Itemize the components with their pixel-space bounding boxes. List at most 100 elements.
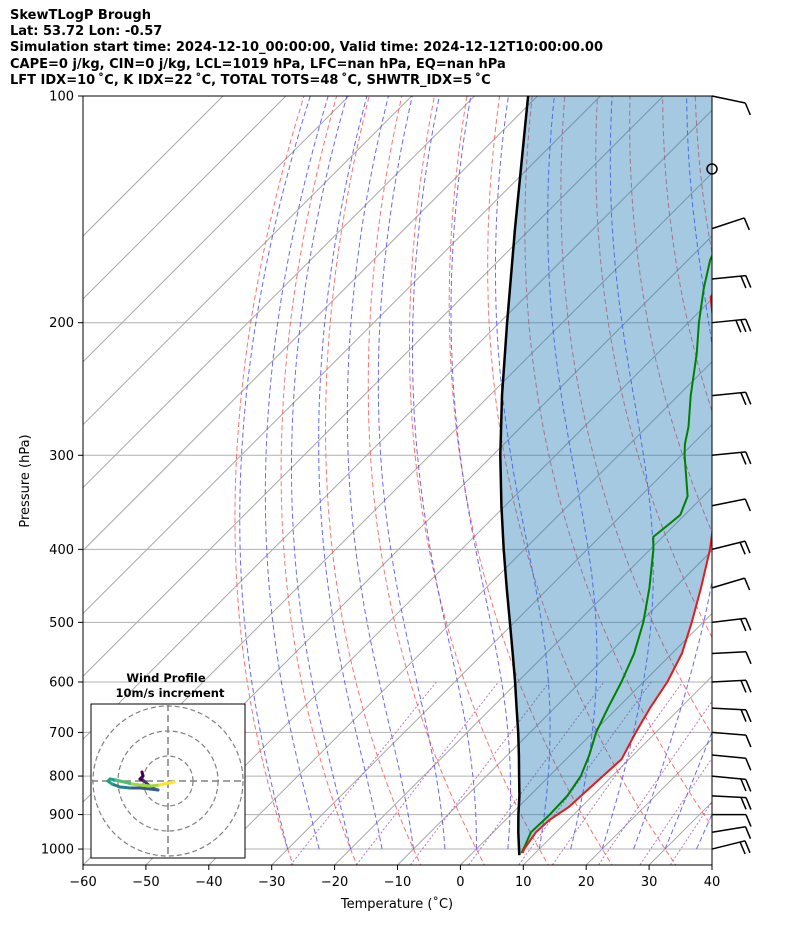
isotherm-line: [208, 361, 712, 865]
y-axis-label: Pressure (hPa): [18, 434, 33, 527]
mixing-ratio-line: [669, 800, 712, 865]
wind-barb: [711, 754, 746, 760]
hodograph-inset: Wind Profile 10m/s increment: [90, 671, 246, 859]
hodograph-plot: [91, 704, 245, 858]
temperature-line: [521, 293, 712, 854]
moist-adiabat: [291, 96, 352, 850]
wind-barb: [711, 795, 747, 799]
dry-adiabat: [280, 96, 358, 865]
wind-barb-feather: [740, 275, 747, 289]
moist-adiabat: [664, 730, 712, 850]
y-tick-label: 700: [49, 726, 74, 741]
isotherm-line: [83, 96, 350, 363]
wind-barb-feather: [745, 651, 752, 665]
wind-barb-feather: [739, 542, 746, 555]
y-tick-label: 500: [49, 616, 74, 631]
isotherm-line: [83, 96, 224, 237]
dry-adiabat: [448, 96, 613, 865]
dry-adiabat: [727, 79, 794, 868]
moist-adiabat: [318, 96, 383, 850]
wind-barb-feather: [740, 452, 747, 465]
wind-barb: [711, 775, 746, 781]
isotherm-line: [83, 96, 602, 615]
hodograph-segment: [138, 783, 152, 788]
dry-adiabat: [487, 96, 677, 865]
wind-barb-feather: [740, 680, 747, 693]
wind-barb-feather: [745, 618, 752, 631]
x-tick-label: 20: [578, 875, 595, 890]
mixing-ratio-line: [518, 681, 652, 865]
moist-adiabat: [450, 96, 511, 850]
wind-barb-feather: [745, 451, 752, 465]
moist-adiabat: [728, 96, 794, 849]
wind-barb-feather: [745, 275, 752, 288]
isotherm-line: [83, 96, 287, 300]
wind-barb-feather: [744, 102, 751, 116]
wind-barb-feather: [745, 709, 752, 723]
moist-adiabat: [239, 96, 311, 850]
wind-barb: [711, 577, 745, 589]
fill-layer: [500, 96, 712, 856]
isotherm-line: [333, 486, 712, 865]
wind-barb: [711, 318, 746, 324]
isotherm-line: [83, 109, 712, 740]
wind-barb: [711, 451, 746, 457]
isotherm-line: [83, 96, 476, 489]
y-tick-label: 900: [49, 808, 74, 823]
wind-barb-feather: [745, 734, 752, 748]
isotherm-line: [83, 96, 413, 426]
wind-barb: [711, 679, 747, 683]
chart-title-line2: Lat: 53.72 Lon: -0.57: [10, 24, 163, 39]
wind-barb-feather: [744, 840, 751, 854]
wind-barbs: [706, 95, 752, 855]
hodograph-segment: [148, 783, 162, 788]
y-tick-label: 400: [49, 543, 74, 558]
wind-barb: [711, 540, 746, 551]
x-tick-label: −40: [195, 875, 222, 890]
wind-barb: [711, 731, 746, 736]
isotherm-line: [459, 612, 712, 865]
isotherm-line: [522, 675, 712, 865]
wind-barb-feather: [744, 540, 751, 554]
mixing-ratio-line: [551, 681, 684, 865]
dry-adiabat: [560, 96, 712, 736]
x-tick-label: 40: [704, 875, 721, 890]
hodograph-title: Wind Profile: [126, 671, 206, 685]
wind-barb-feather: [745, 392, 752, 405]
dry-adiabat: [409, 96, 549, 865]
x-tick-label: −20: [321, 875, 348, 890]
chart-title-line4: CAPE=0 j/kg, CIN=0 j/kg, LCL=1019 hPa, L…: [10, 57, 506, 72]
isotherm-line: [83, 96, 539, 552]
hodograph-segment: [138, 786, 152, 791]
wind-barb: [711, 651, 747, 655]
wind-barb: [711, 825, 746, 834]
y-tick-label: 800: [49, 770, 74, 785]
wind-barb: [711, 617, 746, 624]
dewpoint-line: [520, 253, 712, 854]
isotherm-line: [83, 96, 665, 678]
x-tick-label: −50: [132, 875, 159, 890]
dry-adiabat: [367, 96, 486, 865]
x-tick-label: 10: [515, 875, 532, 890]
wind-barb: [711, 391, 746, 397]
axis-layer: −60 −50 −40 −30 −20 −10 0 10 20 30 40 100 200 300 400 5…: [41, 90, 720, 891]
series-layer: [499, 96, 712, 856]
moist-adiabat: [633, 96, 712, 850]
dry-adiabat: [234, 96, 305, 865]
moist-adiabat: [412, 96, 477, 849]
hodograph-segment: [166, 780, 176, 785]
wind-barb-feather: [735, 320, 742, 333]
wind-barb-feather: [740, 709, 747, 722]
moist-adiabat: [547, 96, 598, 850]
chart-title-line1: SkewTLogP Brough: [10, 8, 151, 23]
y-tick-label: 100: [49, 90, 74, 105]
wind-barb-feather: [743, 577, 751, 591]
isotherm-line: [711, 864, 712, 865]
y-tick-label: 600: [49, 675, 74, 690]
x-tick-label: 30: [641, 875, 658, 890]
x-tick-label: −60: [69, 875, 96, 890]
hodograph-segment: [118, 785, 132, 790]
isotherm-line: [145, 298, 712, 865]
chart-title-line5: LFT IDX=10 ˚C, K IDX=22 ˚C, TOTAL TOTS=4…: [10, 73, 491, 88]
